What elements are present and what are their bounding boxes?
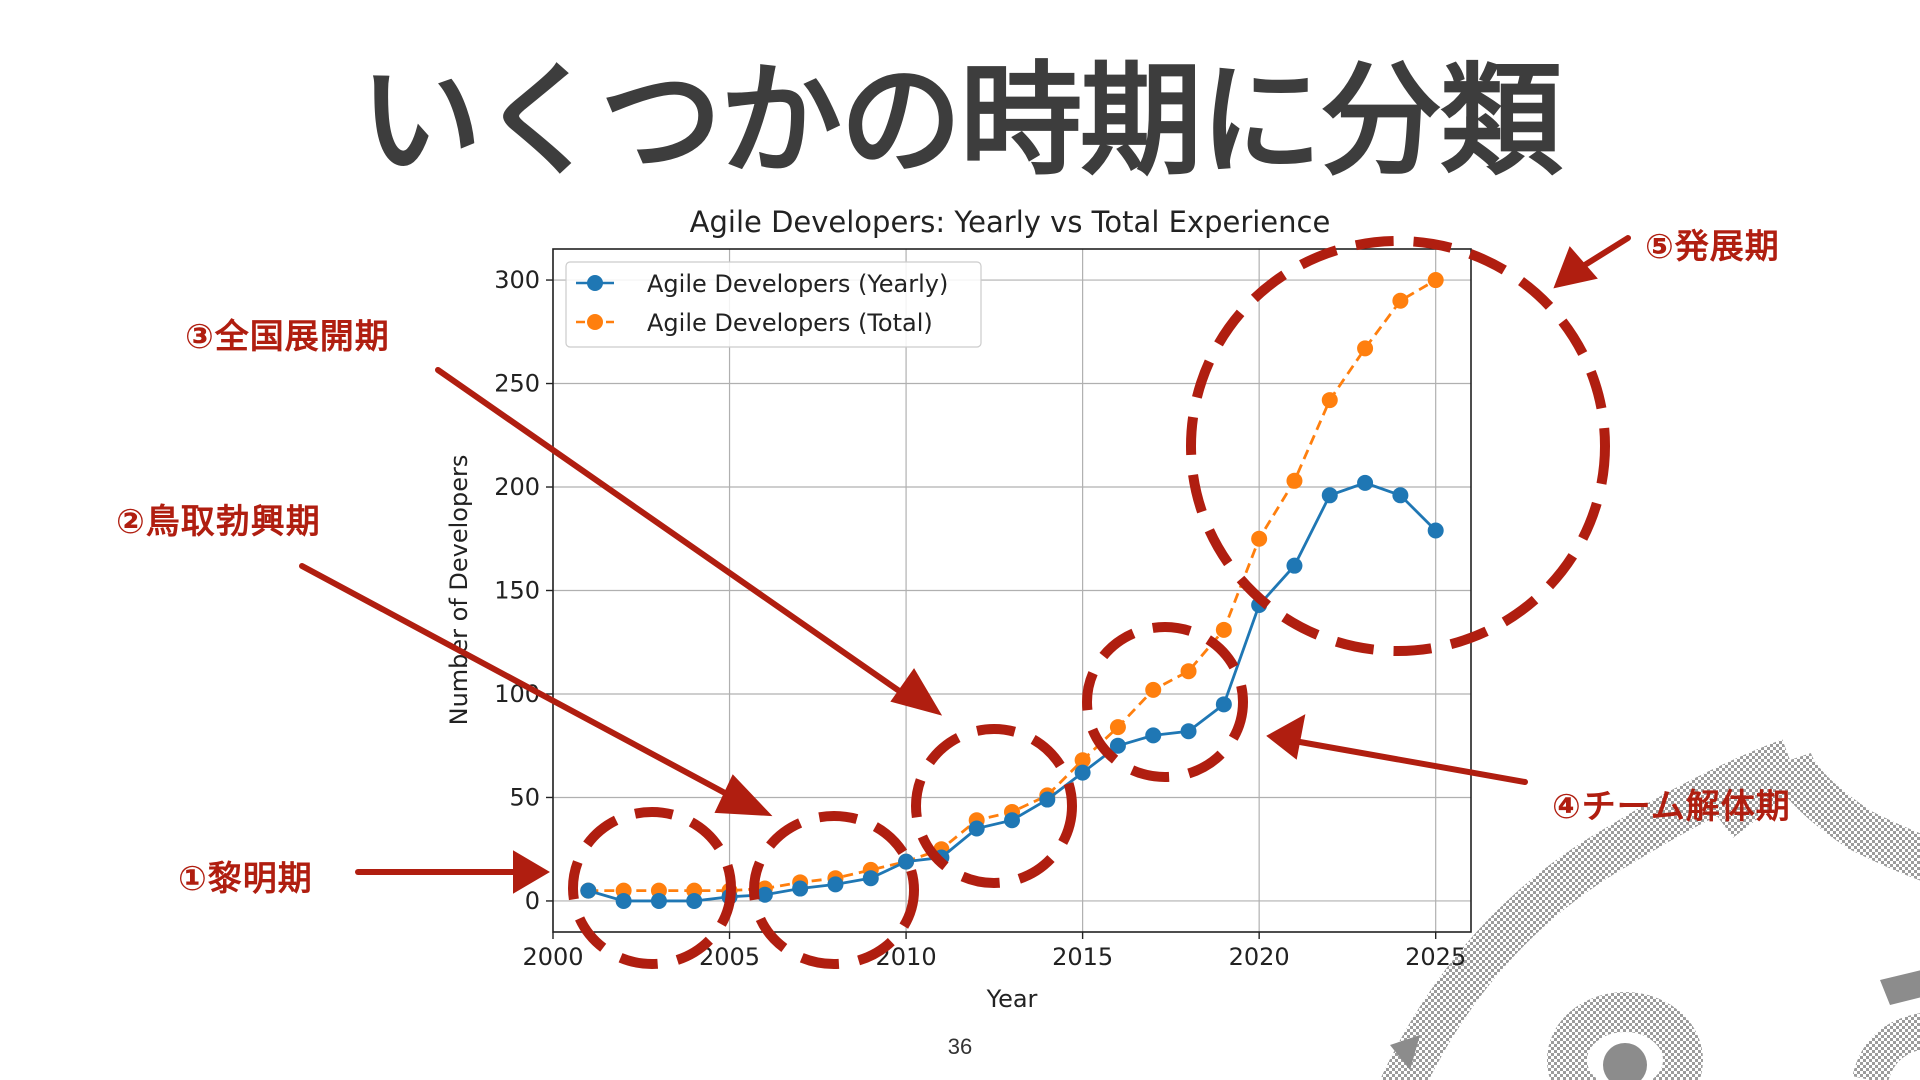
series-total-point — [1180, 663, 1197, 680]
series-total-point — [1145, 681, 1162, 698]
y-tick-label: 0 — [525, 887, 540, 915]
y-tick-label: 200 — [494, 473, 540, 501]
chart-title: Agile Developers: Yearly vs Total Experi… — [690, 205, 1331, 239]
series-yearly-point — [898, 853, 915, 870]
series-yearly-point — [1392, 487, 1409, 504]
series-yearly-point — [686, 892, 703, 909]
series-total-point — [1286, 472, 1303, 489]
mascot-eye-left — [1547, 992, 1703, 1080]
series-total-point — [1321, 392, 1338, 409]
mascot-pupil-left — [1603, 1043, 1647, 1080]
series-yearly-point — [1145, 727, 1162, 744]
mascot-head-outline — [1379, 739, 1920, 1080]
series-total-point — [1215, 621, 1232, 638]
legend-label-total: Agile Developers (Total) — [647, 309, 933, 337]
x-tick-label: 2015 — [1052, 943, 1113, 971]
mascot-brow-right — [1880, 970, 1920, 1005]
x-tick-label: 2020 — [1229, 943, 1290, 971]
series-yearly-point — [1180, 723, 1197, 740]
series-yearly-point — [1074, 764, 1091, 781]
series-yearly-point — [862, 870, 879, 887]
series-yearly-point — [827, 876, 844, 893]
series-yearly-point — [615, 892, 632, 909]
period-2-label: ②鳥取勃興期 — [116, 502, 321, 542]
legend-marker-yearly — [587, 275, 603, 291]
page-number: 36 — [947, 1034, 973, 1059]
series-yearly-point — [580, 882, 597, 899]
series-yearly-point — [1109, 737, 1126, 754]
mascot-brow-left — [1390, 1035, 1420, 1070]
series-yearly-point — [1004, 812, 1020, 829]
x-tick-label: 2005 — [699, 943, 760, 971]
series-yearly-point — [721, 888, 738, 905]
series-total-point — [1109, 719, 1126, 736]
series-yearly-point — [1321, 487, 1338, 504]
series-total-point — [1392, 292, 1409, 309]
y-tick-label: 250 — [494, 370, 540, 398]
series-yearly-point — [933, 849, 950, 866]
mascot-eye-right — [1852, 1013, 1920, 1080]
chart-gridlines — [552, 249, 1471, 932]
x-axis-ticks: 2000 2005 2010 2015 2020 2025 — [522, 932, 1466, 971]
chart-legend: Agile Developers (Yearly) Agile Develope… — [565, 261, 982, 348]
y-tick-label: 300 — [494, 266, 540, 294]
series-yearly-point — [1427, 522, 1444, 539]
y-tick-label: 100 — [494, 680, 540, 708]
period-4-label: ④チーム解体期 — [1552, 787, 1791, 827]
period-1-label: ①黎明期 — [178, 859, 313, 899]
series-yearly-point — [1286, 557, 1303, 574]
series-yearly-point — [792, 880, 809, 897]
series-yearly-point — [650, 892, 667, 909]
period-5-label: ⑤発展期 — [1645, 227, 1780, 267]
y-tick-label: 50 — [509, 783, 540, 811]
x-tick-label: 2025 — [1405, 943, 1466, 971]
x-axis-label: Year — [986, 985, 1038, 1013]
x-tick-label: 2000 — [522, 943, 583, 971]
period-3-label: ③全国展開期 — [185, 317, 390, 357]
y-tick-label: 150 — [494, 577, 540, 605]
series-yearly-line — [587, 481, 1437, 903]
series-total-line — [588, 278, 1437, 893]
series-total-point — [1357, 340, 1374, 357]
series-yearly-point — [1039, 791, 1056, 808]
legend-marker-total — [587, 314, 603, 330]
series-total-point — [1251, 530, 1268, 547]
series-yearly-point — [968, 820, 985, 837]
x-tick-label: 2010 — [876, 943, 937, 971]
y-axis-label: Number of Developers — [445, 455, 473, 726]
series-total-point — [1427, 272, 1444, 289]
series-yearly-point — [756, 886, 773, 903]
legend-label-yearly: Agile Developers (Yearly) — [647, 270, 948, 298]
series-yearly-point — [1357, 474, 1374, 491]
slide-title: いくつかの時期に分類 — [360, 50, 1562, 192]
series-yearly-point — [1251, 596, 1268, 613]
series-yearly-point — [1215, 696, 1232, 713]
y-axis-ticks: 0 50 100 150 200 250 300 — [494, 266, 553, 915]
